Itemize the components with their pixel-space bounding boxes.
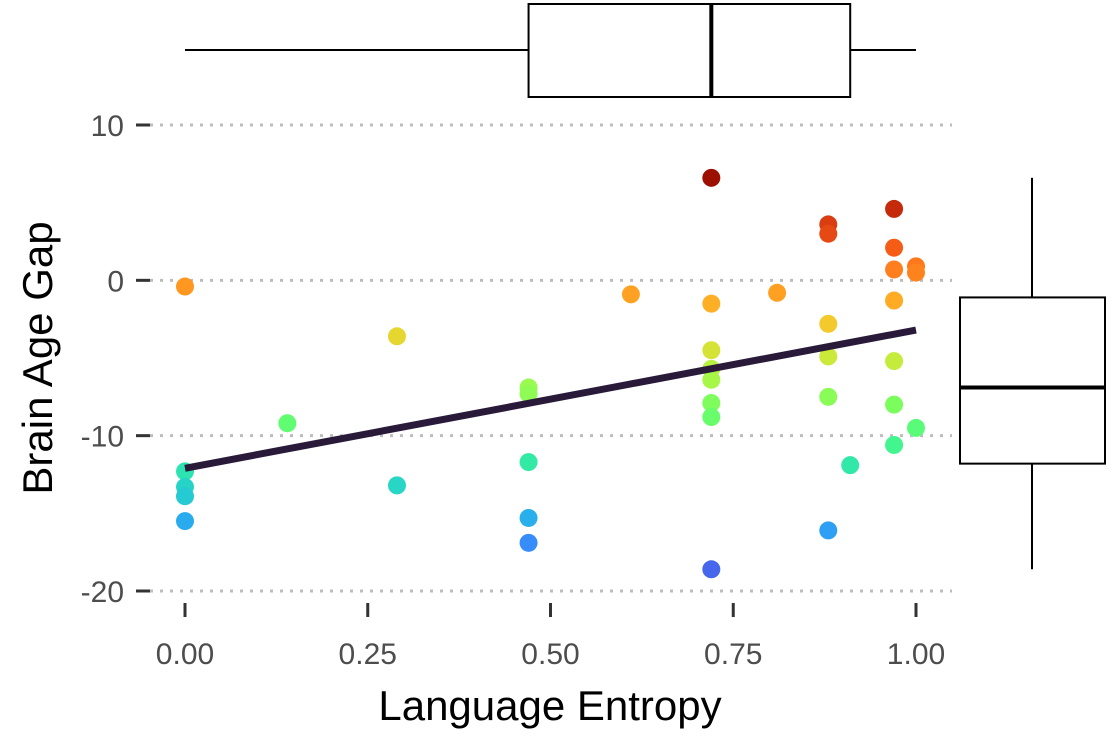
data-point [819, 387, 838, 406]
data-point [702, 168, 721, 187]
y-tick-label: 10 [91, 110, 124, 143]
x-box-iqr [527, 3, 852, 98]
y-tick-label: -10 [81, 421, 124, 454]
x-axis-title: Language Entropy [378, 682, 721, 729]
data-point [885, 395, 904, 414]
data-point [702, 341, 721, 360]
data-points [176, 168, 925, 579]
data-point [907, 418, 925, 437]
data-point [819, 347, 838, 366]
data-point [885, 199, 904, 218]
y-axis-title: Brain Age Gap [14, 221, 61, 494]
data-point [176, 512, 194, 531]
data-point [907, 263, 925, 282]
y-marginal-boxplot [959, 177, 1106, 570]
x-marginal-boxplot [185, 3, 916, 98]
data-point [176, 487, 194, 506]
data-point [841, 456, 860, 475]
x-tick-label: 0.75 [704, 638, 762, 671]
data-point [278, 414, 297, 433]
data-point [519, 508, 538, 527]
x-tick-label: 0.50 [521, 638, 579, 671]
data-point [702, 370, 721, 389]
data-point [819, 224, 838, 243]
y-tick-label: -20 [81, 576, 124, 609]
y-box-iqr [959, 296, 1106, 465]
data-point [885, 260, 904, 279]
data-point [885, 291, 904, 310]
data-point [702, 408, 721, 427]
data-point [519, 384, 538, 403]
trend-line-group [184, 326, 917, 472]
data-point [621, 285, 640, 304]
data-point [819, 521, 838, 540]
data-point [702, 560, 721, 579]
x-tick-label: 1.00 [887, 638, 945, 671]
axes: 10 0 -10 -20 0.00 0.25 0.50 0.75 1.00 [81, 110, 946, 671]
data-point [885, 435, 904, 454]
data-point [768, 283, 787, 302]
x-tick-label: 0.00 [156, 638, 214, 671]
x-tick-label: 0.25 [339, 638, 397, 671]
data-point [519, 453, 538, 472]
trend-line [184, 326, 917, 472]
data-point [519, 533, 538, 552]
data-point [387, 327, 406, 346]
data-point [702, 294, 721, 313]
data-point [176, 277, 194, 296]
data-point [885, 352, 904, 371]
grid-lines [150, 123, 952, 593]
y-tick-label: 0 [107, 265, 124, 298]
data-point [819, 314, 838, 333]
data-point [885, 238, 904, 257]
data-point [387, 476, 406, 495]
data-point [702, 394, 721, 413]
